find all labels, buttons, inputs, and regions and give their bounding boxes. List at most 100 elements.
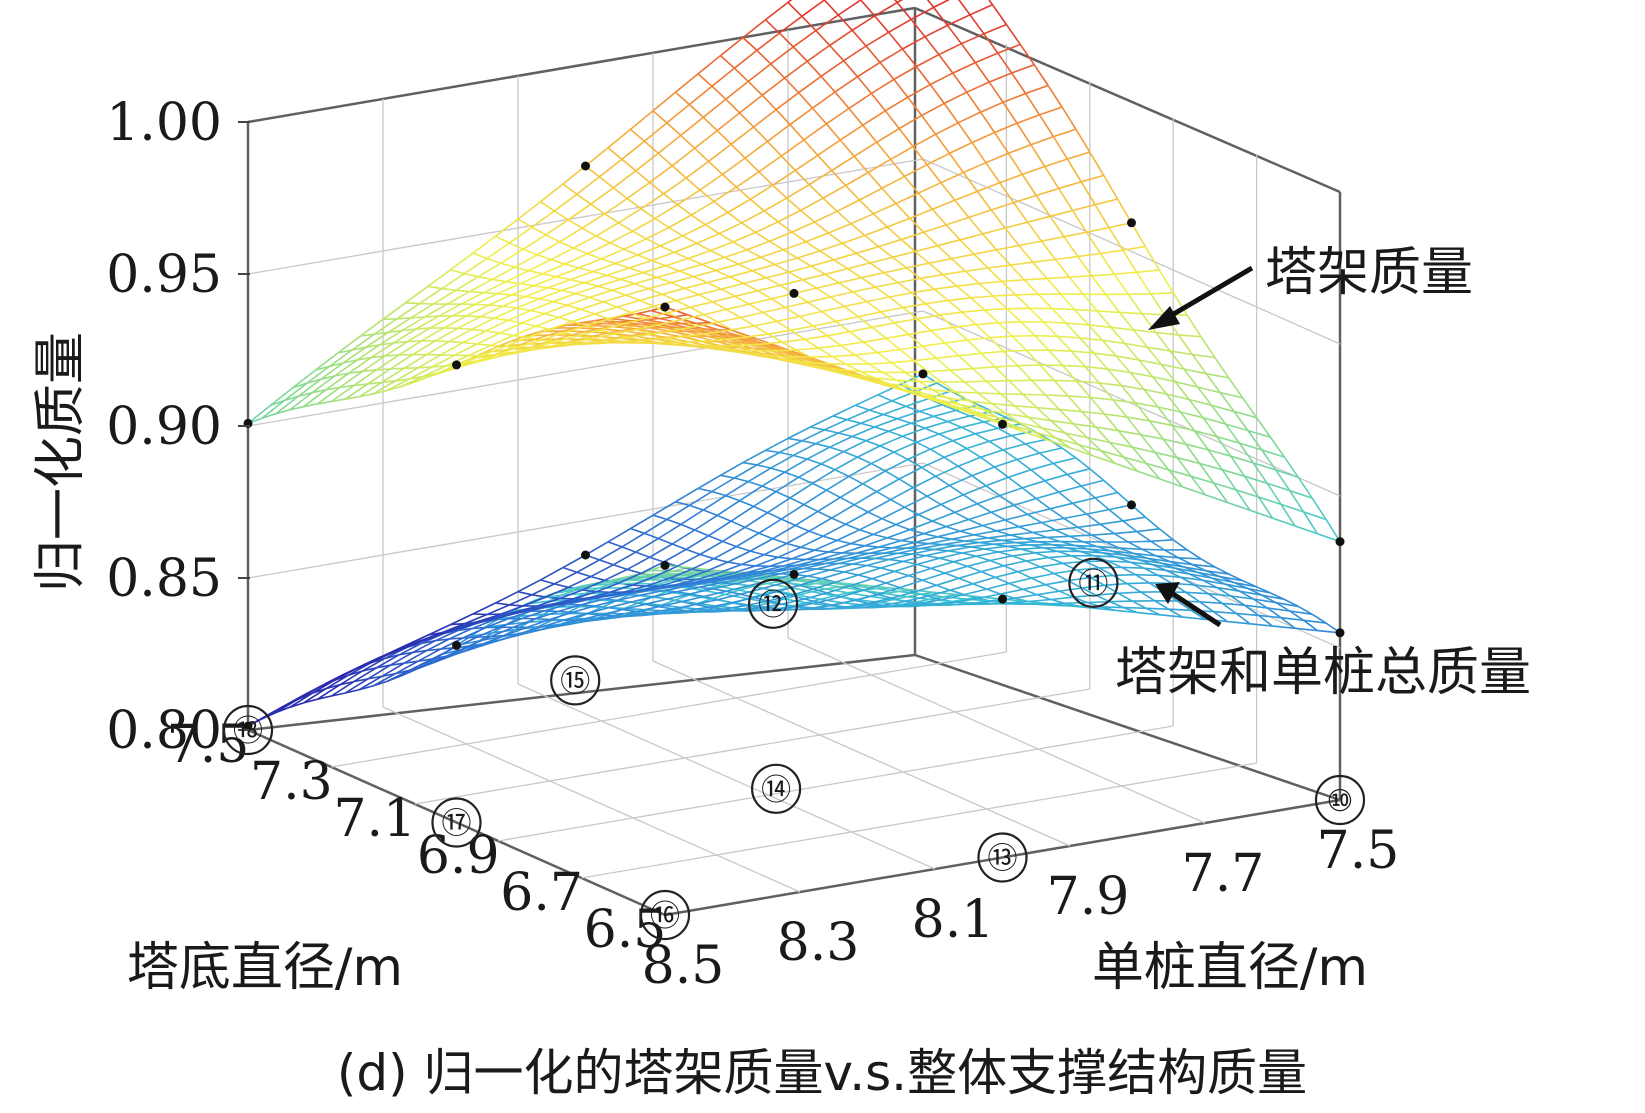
surface-tower-mesh-line bbox=[739, 94, 763, 114]
surface-total-mesh-line bbox=[1159, 614, 1183, 618]
surface-tower-mesh-line bbox=[1054, 259, 1070, 278]
surface-total-mesh-line bbox=[772, 537, 787, 545]
surface-tower-mesh-line bbox=[659, 235, 684, 247]
surface-tower-mesh-line bbox=[775, 92, 800, 111]
surface-total-mesh-line bbox=[977, 494, 1001, 505]
marker-label: ⑮ bbox=[560, 664, 590, 699]
surface-total-mesh-line bbox=[898, 478, 914, 489]
surface-tower-mesh-line bbox=[897, 281, 913, 294]
surface-tower-mesh-line bbox=[818, 344, 842, 349]
surface-tower-mesh-line bbox=[988, 72, 1012, 83]
surface-tower-mesh-line bbox=[938, 42, 962, 56]
surface-tower-mesh-line bbox=[1272, 517, 1296, 527]
surface-tower-mesh-line bbox=[901, 48, 918, 67]
surface-total-mesh-line bbox=[1294, 627, 1318, 632]
surface-tower-mesh-line bbox=[1117, 430, 1133, 448]
surface-tower-mesh-line bbox=[889, 158, 906, 177]
surface-total-mesh-line bbox=[517, 579, 541, 593]
surface-tower-mesh-line bbox=[966, 91, 982, 113]
surface-tower-mesh-line bbox=[1205, 373, 1221, 394]
surface-total-mesh-line bbox=[720, 461, 744, 476]
surface-tower-mesh-line bbox=[883, 267, 907, 274]
surface-total-mesh-line bbox=[637, 585, 661, 592]
surface-tower-mesh-line bbox=[911, 292, 927, 305]
surface-tower-mesh-line bbox=[1154, 451, 1178, 459]
surface-total-mesh-line bbox=[779, 440, 803, 454]
surface-tower-mesh-line bbox=[532, 340, 556, 349]
surface-total-mesh-line bbox=[599, 608, 623, 616]
surface-tower-mesh-line bbox=[584, 330, 608, 334]
surface-tower-mesh-line bbox=[1007, 152, 1023, 175]
surface-total-mesh-line bbox=[721, 577, 744, 584]
surface-tower-mesh-line bbox=[606, 274, 621, 281]
surface-tower-mesh-line bbox=[575, 285, 599, 295]
surface-tower-mesh-line bbox=[932, 389, 956, 393]
wall-grid-line bbox=[922, 310, 1341, 497]
surface-total-mesh-line bbox=[621, 532, 645, 548]
data-point bbox=[452, 360, 461, 370]
surface-total-mesh-line bbox=[963, 484, 987, 496]
surface-total-mesh-line bbox=[1152, 563, 1176, 569]
surface-tower-mesh-line bbox=[772, 184, 788, 199]
marker-label: ⑭ bbox=[761, 773, 791, 808]
surface-tower-mesh-line bbox=[739, 316, 755, 327]
surface-total-mesh-line bbox=[1258, 614, 1282, 619]
surface-total-mesh-line bbox=[874, 417, 898, 428]
surface-tower-mesh-line bbox=[331, 398, 346, 403]
surface-total-mesh-line bbox=[930, 567, 946, 574]
surface-tower-mesh-line bbox=[390, 367, 405, 370]
surface-total-mesh-line bbox=[815, 442, 830, 448]
surface-tower-mesh-line bbox=[1294, 525, 1318, 535]
surface-tower-mesh-line bbox=[1253, 462, 1277, 471]
surface-total-mesh-line bbox=[621, 546, 637, 553]
surface-tower-mesh-line bbox=[845, 171, 869, 187]
surface-total-mesh-line bbox=[1157, 574, 1181, 578]
surface-tower-mesh-line bbox=[1035, 187, 1059, 197]
surface-total-mesh-line bbox=[989, 559, 1005, 567]
surface-tower-mesh-line bbox=[591, 333, 615, 340]
surface-total-mesh-line bbox=[959, 530, 975, 536]
surface-tower-mesh-line bbox=[976, 190, 992, 211]
surface-tower-mesh-line bbox=[712, 301, 727, 311]
data-point bbox=[918, 369, 928, 379]
surface-total-mesh-line bbox=[713, 545, 737, 560]
surface-tower-mesh-line bbox=[646, 238, 661, 247]
surface-total-mesh-line bbox=[627, 611, 651, 617]
surface-total-mesh-line bbox=[1176, 600, 1192, 611]
surface-tower-mesh-line bbox=[1140, 434, 1156, 453]
surface-total-mesh-line bbox=[820, 598, 844, 604]
surface-tower-mesh-line bbox=[775, 109, 791, 126]
surface-total-mesh-line bbox=[909, 528, 924, 535]
surface-tower-mesh-line bbox=[607, 332, 630, 337]
surface-tower-mesh-line bbox=[545, 219, 569, 236]
surface-total-mesh-line bbox=[1099, 523, 1115, 535]
surface-tower-mesh-line bbox=[720, 288, 736, 298]
surface-total-mesh-line bbox=[945, 518, 969, 528]
legend-total: 塔架和单桩总质量 bbox=[1115, 582, 1531, 703]
surface-tower-mesh-line bbox=[758, 171, 774, 186]
surface-tower-mesh-line bbox=[550, 247, 574, 261]
surface-tower-mesh-line bbox=[999, 182, 1015, 204]
surface-total-mesh-line bbox=[1188, 573, 1212, 579]
surface-tower-mesh-line bbox=[725, 80, 749, 100]
surface-tower-mesh-line bbox=[317, 400, 332, 405]
surface-tower-mesh-line bbox=[946, 24, 963, 45]
surface-total-mesh-line bbox=[1064, 601, 1088, 605]
surface-tower-mesh-line bbox=[527, 328, 551, 339]
surface-total-mesh-line bbox=[898, 466, 923, 480]
surface-tower-mesh-line bbox=[559, 227, 583, 243]
surface-tower-mesh-line bbox=[1074, 309, 1090, 326]
surface-total-mesh-line bbox=[937, 536, 952, 540]
surface-tower-mesh-line bbox=[611, 289, 627, 296]
surface-tower-mesh-line bbox=[1065, 322, 1081, 339]
surface-tower-mesh-line bbox=[642, 271, 658, 279]
surface-tower-mesh-line bbox=[913, 360, 929, 373]
surface-total-mesh-line bbox=[649, 543, 673, 558]
surface-tower-mesh-line bbox=[1168, 469, 1192, 478]
surface-tower-mesh-line bbox=[320, 375, 335, 381]
surface-total-mesh-line bbox=[903, 560, 918, 566]
surface-tower-mesh-line bbox=[514, 254, 538, 268]
surface-tower-mesh-line bbox=[1073, 423, 1096, 428]
surface-total-mesh-line bbox=[997, 427, 1013, 437]
surface-tower-mesh-line bbox=[1130, 222, 1147, 247]
